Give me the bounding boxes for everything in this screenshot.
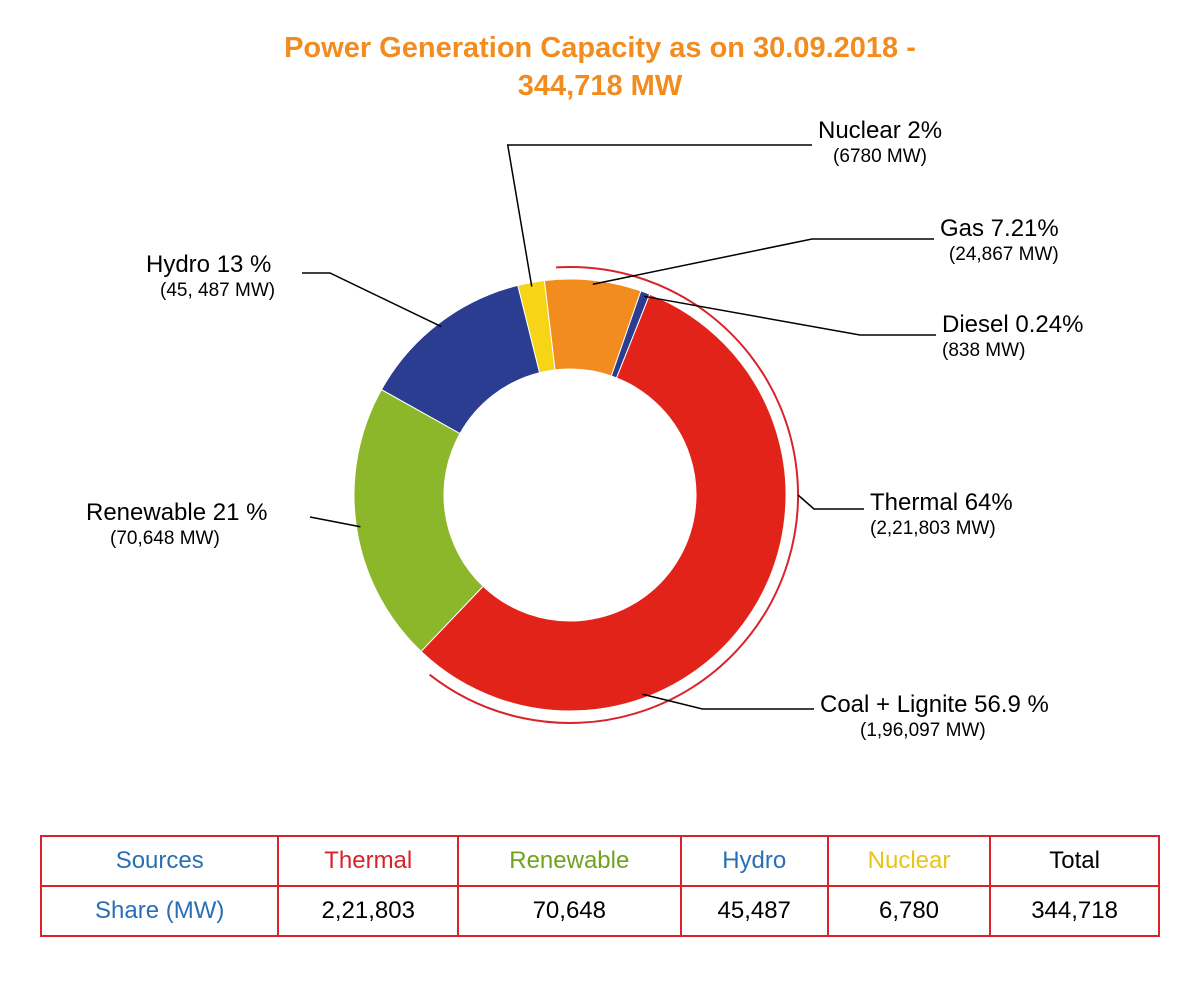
donut-chart: Nuclear 2% (6780 MW) Gas 7.21% (24,867 M… [30, 105, 1170, 825]
chart-title: Power Generation Capacity as on 30.09.20… [30, 30, 1170, 105]
th-renewable: Renewable [458, 836, 681, 886]
td-nuclear: 6,780 [828, 886, 990, 936]
table-data-row: Share (MW) 2,21,803 70,648 45,487 6,780 … [41, 886, 1159, 936]
label-gas: Gas 7.21% (24,867 MW) [940, 215, 1059, 267]
th-thermal: Thermal [278, 836, 458, 886]
th-nuclear: Nuclear [828, 836, 990, 886]
td-hydro: 45,487 [681, 886, 828, 936]
label-diesel: Diesel 0.24% (838 MW) [942, 311, 1083, 363]
th-hydro: Hydro [681, 836, 828, 886]
th-sources: Sources [41, 836, 278, 886]
th-total: Total [990, 836, 1159, 886]
label-coal: Coal + Lignite 56.9 % (1,96,097 MW) [820, 691, 1049, 743]
label-nuclear: Nuclear 2% (6780 MW) [818, 117, 942, 169]
label-renewable: Renewable 21 % (70,648 MW) [86, 499, 267, 551]
title-line1: Power Generation Capacity as on 30.09.20… [284, 32, 916, 64]
td-rowlabel: Share (MW) [41, 886, 278, 936]
title-line2: 344,718 MW [518, 70, 682, 102]
label-thermal: Thermal 64% (2,21,803 MW) [870, 489, 1013, 541]
label-hydro: Hydro 13 % (45, 487 MW) [146, 251, 275, 303]
td-total: 344,718 [990, 886, 1159, 936]
td-thermal: 2,21,803 [278, 886, 458, 936]
table-header-row: Sources Thermal Renewable Hydro Nuclear … [41, 836, 1159, 886]
summary-table: Sources Thermal Renewable Hydro Nuclear … [40, 835, 1160, 937]
td-renewable: 70,648 [458, 886, 681, 936]
